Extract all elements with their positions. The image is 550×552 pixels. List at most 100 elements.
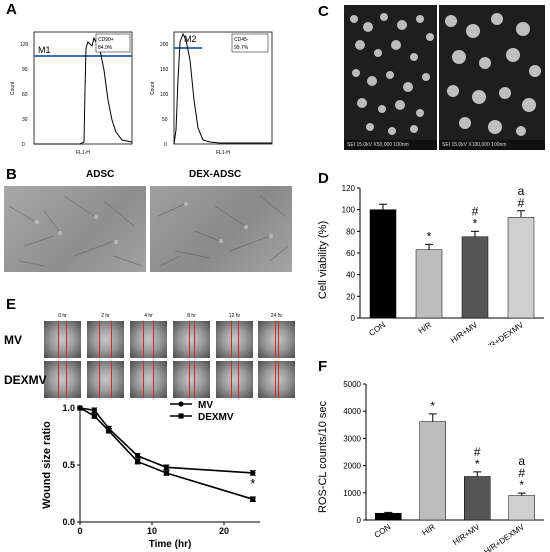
y-tick-label: 0 <box>351 314 356 323</box>
y-tick-label: 1000 <box>343 489 361 498</box>
scratch-line <box>231 361 232 398</box>
significance-mark: * <box>475 457 480 471</box>
timepoint-label: 12 hr <box>228 313 241 319</box>
bar <box>461 236 489 319</box>
chart-f-ylabel: ROS-CL counts/10 sec <box>317 400 329 513</box>
significance-mark: * <box>473 216 478 230</box>
legend-marker <box>178 413 184 419</box>
xlabel-fl1h-right: FL1-H <box>216 150 230 156</box>
panel-label-f: F <box>318 358 328 375</box>
significance-mark: # <box>518 466 525 480</box>
scratch-line <box>58 321 59 358</box>
wound-image <box>216 361 253 398</box>
legend-label: DEXMV <box>198 412 234 423</box>
scratch-line <box>143 321 144 358</box>
scratch-line <box>194 361 195 398</box>
ylabel-count-left: Count <box>10 81 16 95</box>
bar <box>415 249 443 319</box>
y-tick-label: 20 <box>346 292 355 301</box>
scratch-line <box>278 361 279 398</box>
sem-footer-right: SEI 15.0kV X100,000 100nm <box>439 140 545 150</box>
timepoint-label: 2 hr <box>101 313 110 319</box>
scratch-line <box>153 361 154 398</box>
y-tick-label: 80 <box>346 227 355 236</box>
flow-cytometry-histograms: CD90+ 84.9% M1 Count 0 30 60 90 120 FL1-… <box>10 31 273 156</box>
significance-mark: # <box>518 196 525 210</box>
bar <box>464 476 491 521</box>
scratch-line <box>58 361 59 398</box>
panel-label-c: C <box>318 3 329 20</box>
significance-mark: * <box>250 476 255 491</box>
chart-d-ylabel: Cell viability (%) <box>317 221 329 299</box>
significance-mark: # <box>472 204 479 218</box>
timepoint-label: 0 hr <box>58 313 67 319</box>
data-point <box>135 458 141 465</box>
y-axis-label: Wound size ratio <box>41 421 53 509</box>
panel-label-a: A <box>6 1 17 18</box>
scratch-line <box>111 361 112 398</box>
timepoint-label: 4 hr <box>144 313 153 319</box>
scratch-line <box>238 361 239 398</box>
marker-m2: M2 <box>184 34 197 44</box>
wound-image <box>216 321 253 358</box>
cell-texture-dex-adsc <box>157 195 289 267</box>
ytick-right-150: 150 <box>160 67 169 73</box>
ytick-left-120: 120 <box>20 42 29 48</box>
chart-wound-size: 0.0 0.5 1.0 0 10 20 Time (hr) Wound size ratio M… <box>41 400 260 550</box>
scratch-line <box>99 321 100 358</box>
bar <box>507 217 535 319</box>
panel-label-b: B <box>6 166 17 183</box>
legend-label: MV <box>198 400 213 411</box>
scratch-line <box>189 361 190 398</box>
histogram-curve-cd45 <box>173 32 272 145</box>
y-tick-label: 4000 <box>343 407 361 416</box>
data-point <box>77 405 83 411</box>
wound-image-grid: 0 hr 2 hr 4 hr 8 hr 12 hr 24 hr MV DEXMV <box>0 313 300 398</box>
ytick-left-0: 0 <box>22 142 25 148</box>
wound-image <box>173 321 210 358</box>
data-point <box>163 464 169 470</box>
wound-image <box>87 321 124 358</box>
marker-m1: M1 <box>38 45 51 55</box>
scratch-line <box>275 321 276 358</box>
scratch-line <box>231 321 232 358</box>
data-point <box>91 407 97 413</box>
significance-mark: # <box>474 445 481 459</box>
chart-cell-viability: Cell viability (%) 0 20 40 60 80 100 120 CON * H/… <box>317 184 544 345</box>
ytick-left-90: 90 <box>22 67 28 73</box>
chart-ros: ROS-CL counts/10 sec 0 1000 2000 3000 4000 50… <box>317 380 544 552</box>
micrograph-adsc <box>4 186 146 272</box>
data-point <box>91 413 97 419</box>
histogram-curve-cd90 <box>34 36 133 145</box>
ytick-right-0: 0 <box>164 142 167 148</box>
y-tick-label: 60 <box>346 249 355 258</box>
histogram-cd90: CD90+ 84.9% M1 Count 0 30 60 90 120 FL1-… <box>10 31 133 156</box>
significance-mark: * <box>427 229 432 243</box>
x-tick-label: H/R <box>420 522 437 537</box>
wound-image <box>173 361 210 398</box>
wound-image <box>258 321 295 358</box>
y-tick-label: 100 <box>342 206 356 215</box>
x-tick-label: CON <box>367 320 387 338</box>
sem-image-left: SEI 15.0kV X50,000 100nm <box>344 5 437 150</box>
x-tick-label: 0 <box>77 526 82 536</box>
scratch-line <box>189 321 190 358</box>
scratch-line <box>143 361 144 398</box>
histogram-cd45: CD45- 99.7% M2 Count 0 50 100 150 200 FL… <box>150 31 273 156</box>
legend-cd90-line1: CD90+ <box>98 37 114 43</box>
bar <box>369 209 397 319</box>
y-tick-label: 0 <box>357 516 362 525</box>
timepoint-label: 24 hr <box>270 313 283 319</box>
ytick-left-60: 60 <box>22 92 28 98</box>
x-tick-label: H/R <box>417 320 434 335</box>
micrograph-dex-adsc <box>150 186 292 272</box>
x-tick-label: 20 <box>219 526 229 536</box>
significance-mark: * <box>519 478 524 492</box>
x-tick-label: CON <box>373 522 393 540</box>
bar <box>419 421 446 521</box>
timepoint-label: 8 hr <box>187 313 196 319</box>
ytick-right-200: 200 <box>160 42 169 48</box>
bar <box>375 512 402 521</box>
scratch-line <box>99 361 100 398</box>
xlabel-fl1h-left: FL1-H <box>76 150 90 156</box>
